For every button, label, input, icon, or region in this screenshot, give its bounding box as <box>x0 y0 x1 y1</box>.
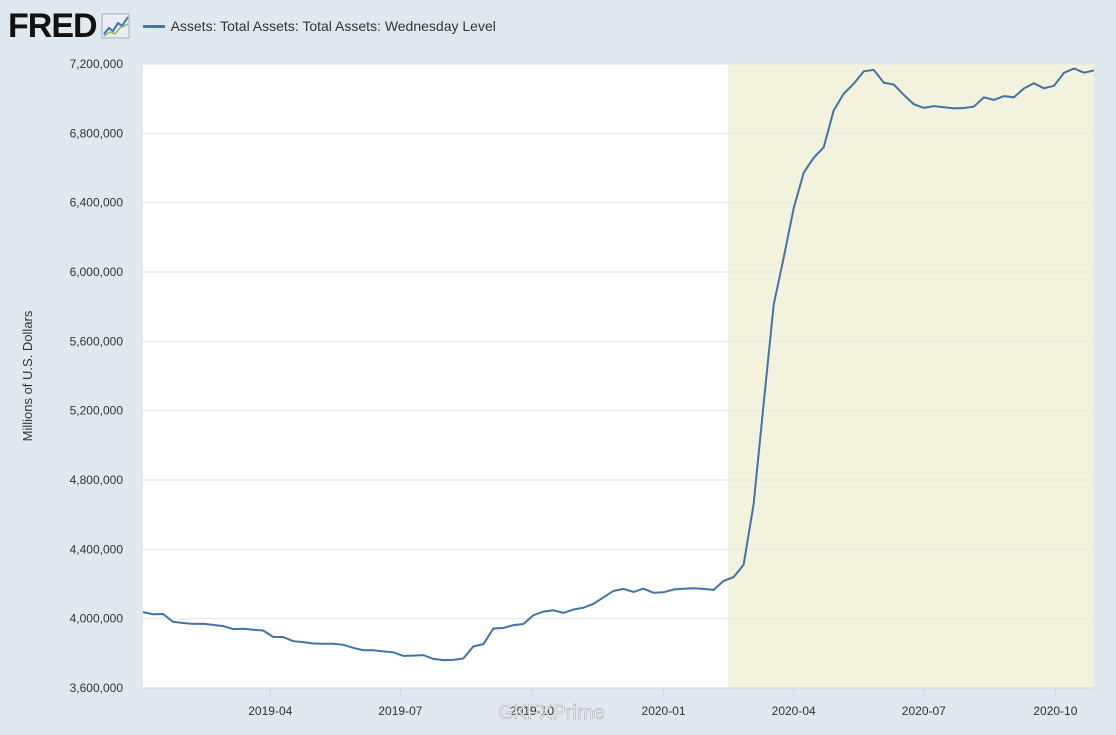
y-tick-label: 4,000,000 <box>70 612 124 626</box>
legend-series-label: Assets: Total Assets: Total Assets: Wedn… <box>170 18 496 34</box>
x-tick-label: 2019-10 <box>510 704 554 718</box>
x-axis-ticks: 2019-04 2019-07 2019-10 2020-01 2020-04 2020-… <box>143 687 1094 718</box>
y-tick-label: 3,600,000 <box>70 681 124 695</box>
x-tick-label: 2019-04 <box>248 704 292 718</box>
y-axis-ticks: 3,600,000 4,000,000 4,400,000 4,800,000 5,20… <box>70 57 124 695</box>
y-tick-label: 5,200,000 <box>70 404 124 418</box>
legend-line-swatch <box>142 24 165 28</box>
x-tick-label: 2020-07 <box>902 704 946 718</box>
x-tick-label: 2019-07 <box>378 704 422 718</box>
trend-chart-icon <box>101 13 130 39</box>
y-tick-label: 5,600,000 <box>70 334 124 348</box>
chart-legend: Assets: Total Assets: Total Assets: Wedn… <box>142 18 496 34</box>
y-tick-label: 6,400,000 <box>70 196 124 210</box>
fred-logo[interactable]: FRED <box>8 9 131 43</box>
logo-text: FRED <box>8 7 98 45</box>
y-tick-label: 6,000,000 <box>70 265 124 279</box>
x-tick-label: 2020-01 <box>642 704 686 718</box>
y-axis-title: Millions of U.S. Dollars <box>20 310 35 441</box>
recession-shading <box>727 64 1094 688</box>
watermark-text: GKFXPrime <box>498 702 605 724</box>
y-tick-label: 6,800,000 <box>70 126 124 140</box>
chart-header: FRED Assets: Total Assets: Total Assets:… <box>8 8 496 44</box>
y-tick-label: 4,800,000 <box>70 473 124 487</box>
x-tick-label: 2020-04 <box>772 704 816 718</box>
y-tick-label: 4,400,000 <box>70 542 124 556</box>
series-line <box>142 67 1095 662</box>
x-tick-label: 2020-10 <box>1033 704 1077 718</box>
y-tick-label: 7,200,000 <box>70 57 124 71</box>
